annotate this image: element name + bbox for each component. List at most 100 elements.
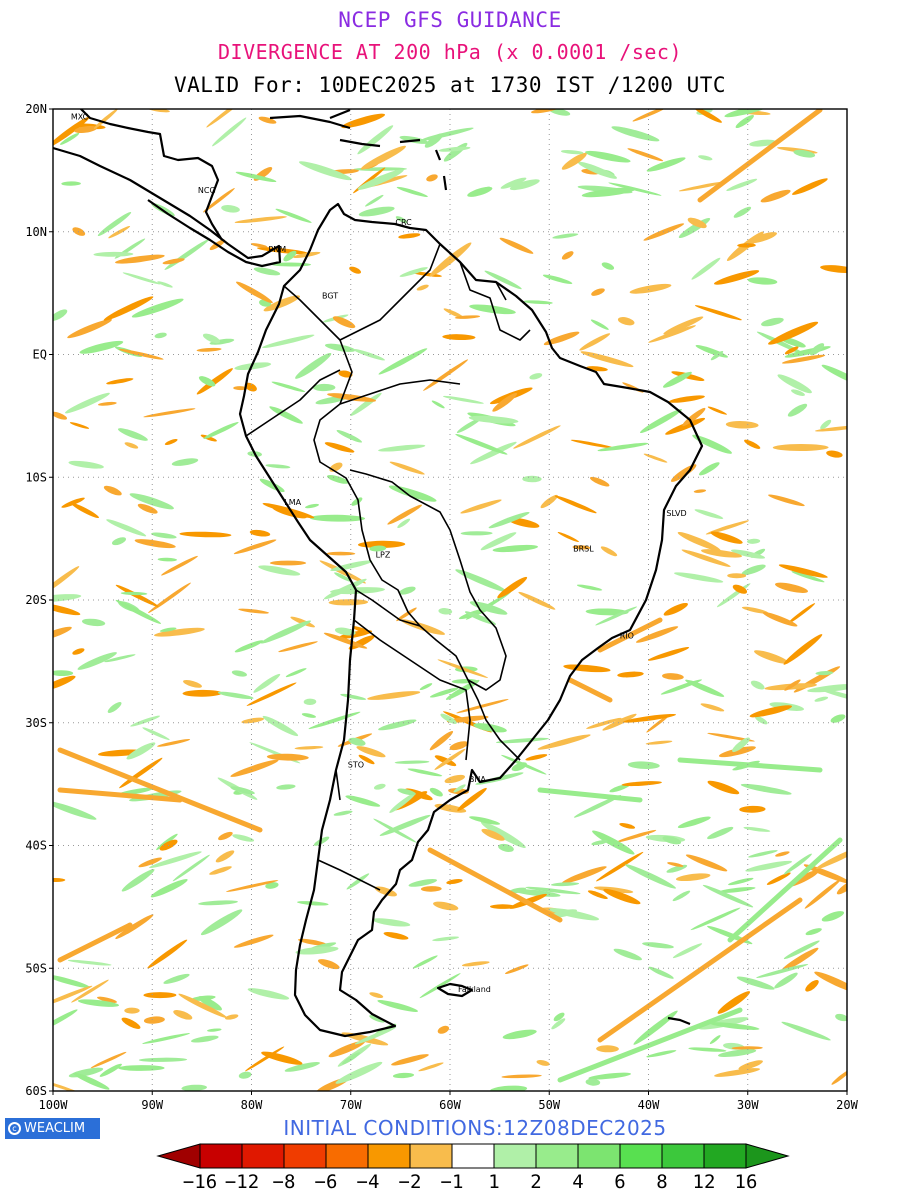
- convergence-contour: [718, 746, 756, 758]
- convergence-contour: [367, 691, 421, 700]
- convergence-contour: [124, 442, 139, 449]
- convergence-contour: [328, 599, 369, 606]
- divergence-contour: [357, 125, 394, 155]
- convergence-contour: [90, 1051, 127, 1069]
- convergence-contour: [200, 434, 217, 442]
- convergence-contour: [61, 497, 85, 508]
- convergence-contour: [398, 233, 421, 239]
- divergence-contour: [749, 139, 777, 147]
- divergence-contour: [662, 836, 682, 845]
- convergence-contour: [53, 411, 68, 420]
- divergence-contour: [694, 509, 724, 519]
- convergence-contour: [121, 1017, 141, 1029]
- lat-tick-label: 30S: [25, 716, 47, 730]
- divergence-contour: [502, 1029, 537, 1040]
- divergence-contour: [717, 1049, 757, 1057]
- convergence-contour: [508, 517, 540, 528]
- convergence-contour: [137, 503, 158, 514]
- divergence-contour: [395, 216, 408, 224]
- divergence-contour: [460, 531, 493, 536]
- divergence-contour: [690, 907, 741, 931]
- divergence-contour: [455, 433, 508, 455]
- valid-time: VALID For: 10DEC2025 at 1730 IST /1200 U…: [173, 73, 726, 97]
- divergence-contour: [231, 670, 247, 677]
- divergence-contour: [646, 1050, 677, 1058]
- convergence-contour: [725, 421, 759, 429]
- convergence-contour: [103, 296, 154, 321]
- divergence-contour: [81, 618, 106, 627]
- divergence-contour: [740, 783, 792, 795]
- convergence-contour: [338, 630, 373, 639]
- divergence-contour: [473, 723, 507, 733]
- divergence-contour: [408, 879, 438, 887]
- divergence-contour: [399, 586, 416, 595]
- convergence-contour: [218, 831, 233, 841]
- divergence-contour: [378, 444, 426, 452]
- divergence-contour: [336, 430, 363, 443]
- divergence-contour: [171, 458, 199, 466]
- convergence-contour: [536, 1059, 550, 1066]
- convergence-contour: [543, 331, 580, 346]
- divergence-contour: [99, 1063, 122, 1077]
- city-label: LMA: [284, 498, 301, 507]
- colorbar-right-arrow: [745, 1143, 790, 1169]
- divergence-contour: [464, 611, 497, 625]
- convergence-contour: [162, 258, 185, 265]
- convergence-contour: [338, 370, 353, 378]
- divergence-contour: [743, 826, 771, 832]
- divergence-contour: [115, 599, 162, 624]
- divergence-contour: [53, 594, 82, 603]
- convergence-contour: [115, 254, 165, 264]
- convergence-contour: [617, 671, 644, 678]
- convergence-contour: [98, 401, 117, 406]
- south-georgia: [667, 1016, 691, 1026]
- field-band: [57, 787, 183, 803]
- convergence-contour: [561, 866, 607, 884]
- divergence-contour: [609, 784, 630, 793]
- convergence-contour: [317, 959, 340, 970]
- convergence-contour: [561, 152, 587, 170]
- divergence-contour: [718, 886, 756, 894]
- convergence-contour: [319, 560, 366, 584]
- divergence-contour: [529, 373, 543, 380]
- convergence-contour: [387, 504, 423, 525]
- convergence-contour: [118, 349, 164, 360]
- chart-subtitle: DIVERGENCE AT 200 hPa (x 0.0001 /sec): [217, 40, 683, 64]
- divergence-contour: [163, 973, 190, 984]
- divergence-contour: [747, 538, 761, 544]
- divergence-contour: [203, 421, 239, 440]
- divergence-contour: [392, 1072, 415, 1079]
- colorbar-box: [241, 1143, 285, 1169]
- divergence-contour: [642, 942, 674, 949]
- convergence-contour: [518, 591, 556, 610]
- convergence-contour: [153, 627, 205, 637]
- divergence-contour: [660, 679, 703, 695]
- divergence-contour: [469, 816, 501, 825]
- divergence-contour: [490, 1085, 528, 1091]
- colorbar-box: [199, 1143, 243, 1169]
- convergence-contour: [531, 109, 560, 114]
- convergence-contour: [481, 828, 505, 841]
- divergence-contour: [399, 267, 428, 277]
- convergence-contour: [741, 606, 769, 614]
- convergence-contour: [326, 551, 356, 556]
- divergence-contour: [285, 668, 307, 678]
- convergence-contour: [616, 829, 657, 843]
- divergence-contour: [407, 768, 443, 777]
- divergence-contour: [234, 640, 264, 653]
- convergence-contour: [433, 901, 459, 911]
- convergence-contour: [244, 382, 257, 392]
- divergence-contour: [791, 571, 825, 583]
- convergence-contour: [238, 608, 269, 614]
- divergence-contour: [732, 737, 750, 753]
- convergence-contour: [416, 284, 429, 291]
- convergence-contour: [780, 947, 819, 972]
- divergence-contour: [138, 1057, 188, 1062]
- divergence-contour: [728, 877, 754, 886]
- divergence-contour: [783, 940, 820, 960]
- colorbar-label: 4: [572, 1171, 583, 1193]
- divergence-contour: [111, 537, 127, 546]
- divergence-contour: [592, 830, 635, 855]
- divergence-contour: [209, 338, 235, 345]
